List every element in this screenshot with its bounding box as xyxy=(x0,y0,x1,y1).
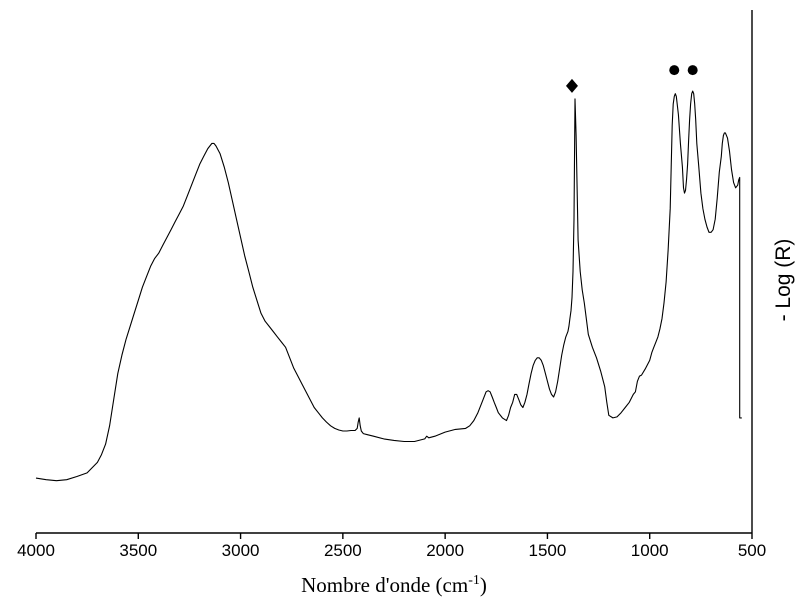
x-tick-label: 2500 xyxy=(324,541,362,560)
x-tick-label: 1500 xyxy=(529,541,567,560)
plot-area xyxy=(35,10,753,534)
x-tick-label: 3500 xyxy=(119,541,157,560)
x-axis-label: Nombre d'onde (cm-1) xyxy=(301,573,487,597)
x-tick-label: 1000 xyxy=(631,541,669,560)
circle-marker xyxy=(687,65,698,76)
spectrum-line xyxy=(35,90,742,482)
y-axis-label: - Log (R) xyxy=(772,239,795,322)
x-tick-label: 2000 xyxy=(426,541,464,560)
peak-markers xyxy=(565,65,698,93)
x-ticks: 4000 3500 3000 2500 2000 1500 1000 500 xyxy=(17,533,766,560)
x-tick-label: 500 xyxy=(738,541,766,560)
x-tick-label: 4000 xyxy=(17,541,55,560)
circle-marker xyxy=(669,65,680,76)
x-tick-label: 3000 xyxy=(222,541,260,560)
diamond-marker xyxy=(565,78,578,93)
